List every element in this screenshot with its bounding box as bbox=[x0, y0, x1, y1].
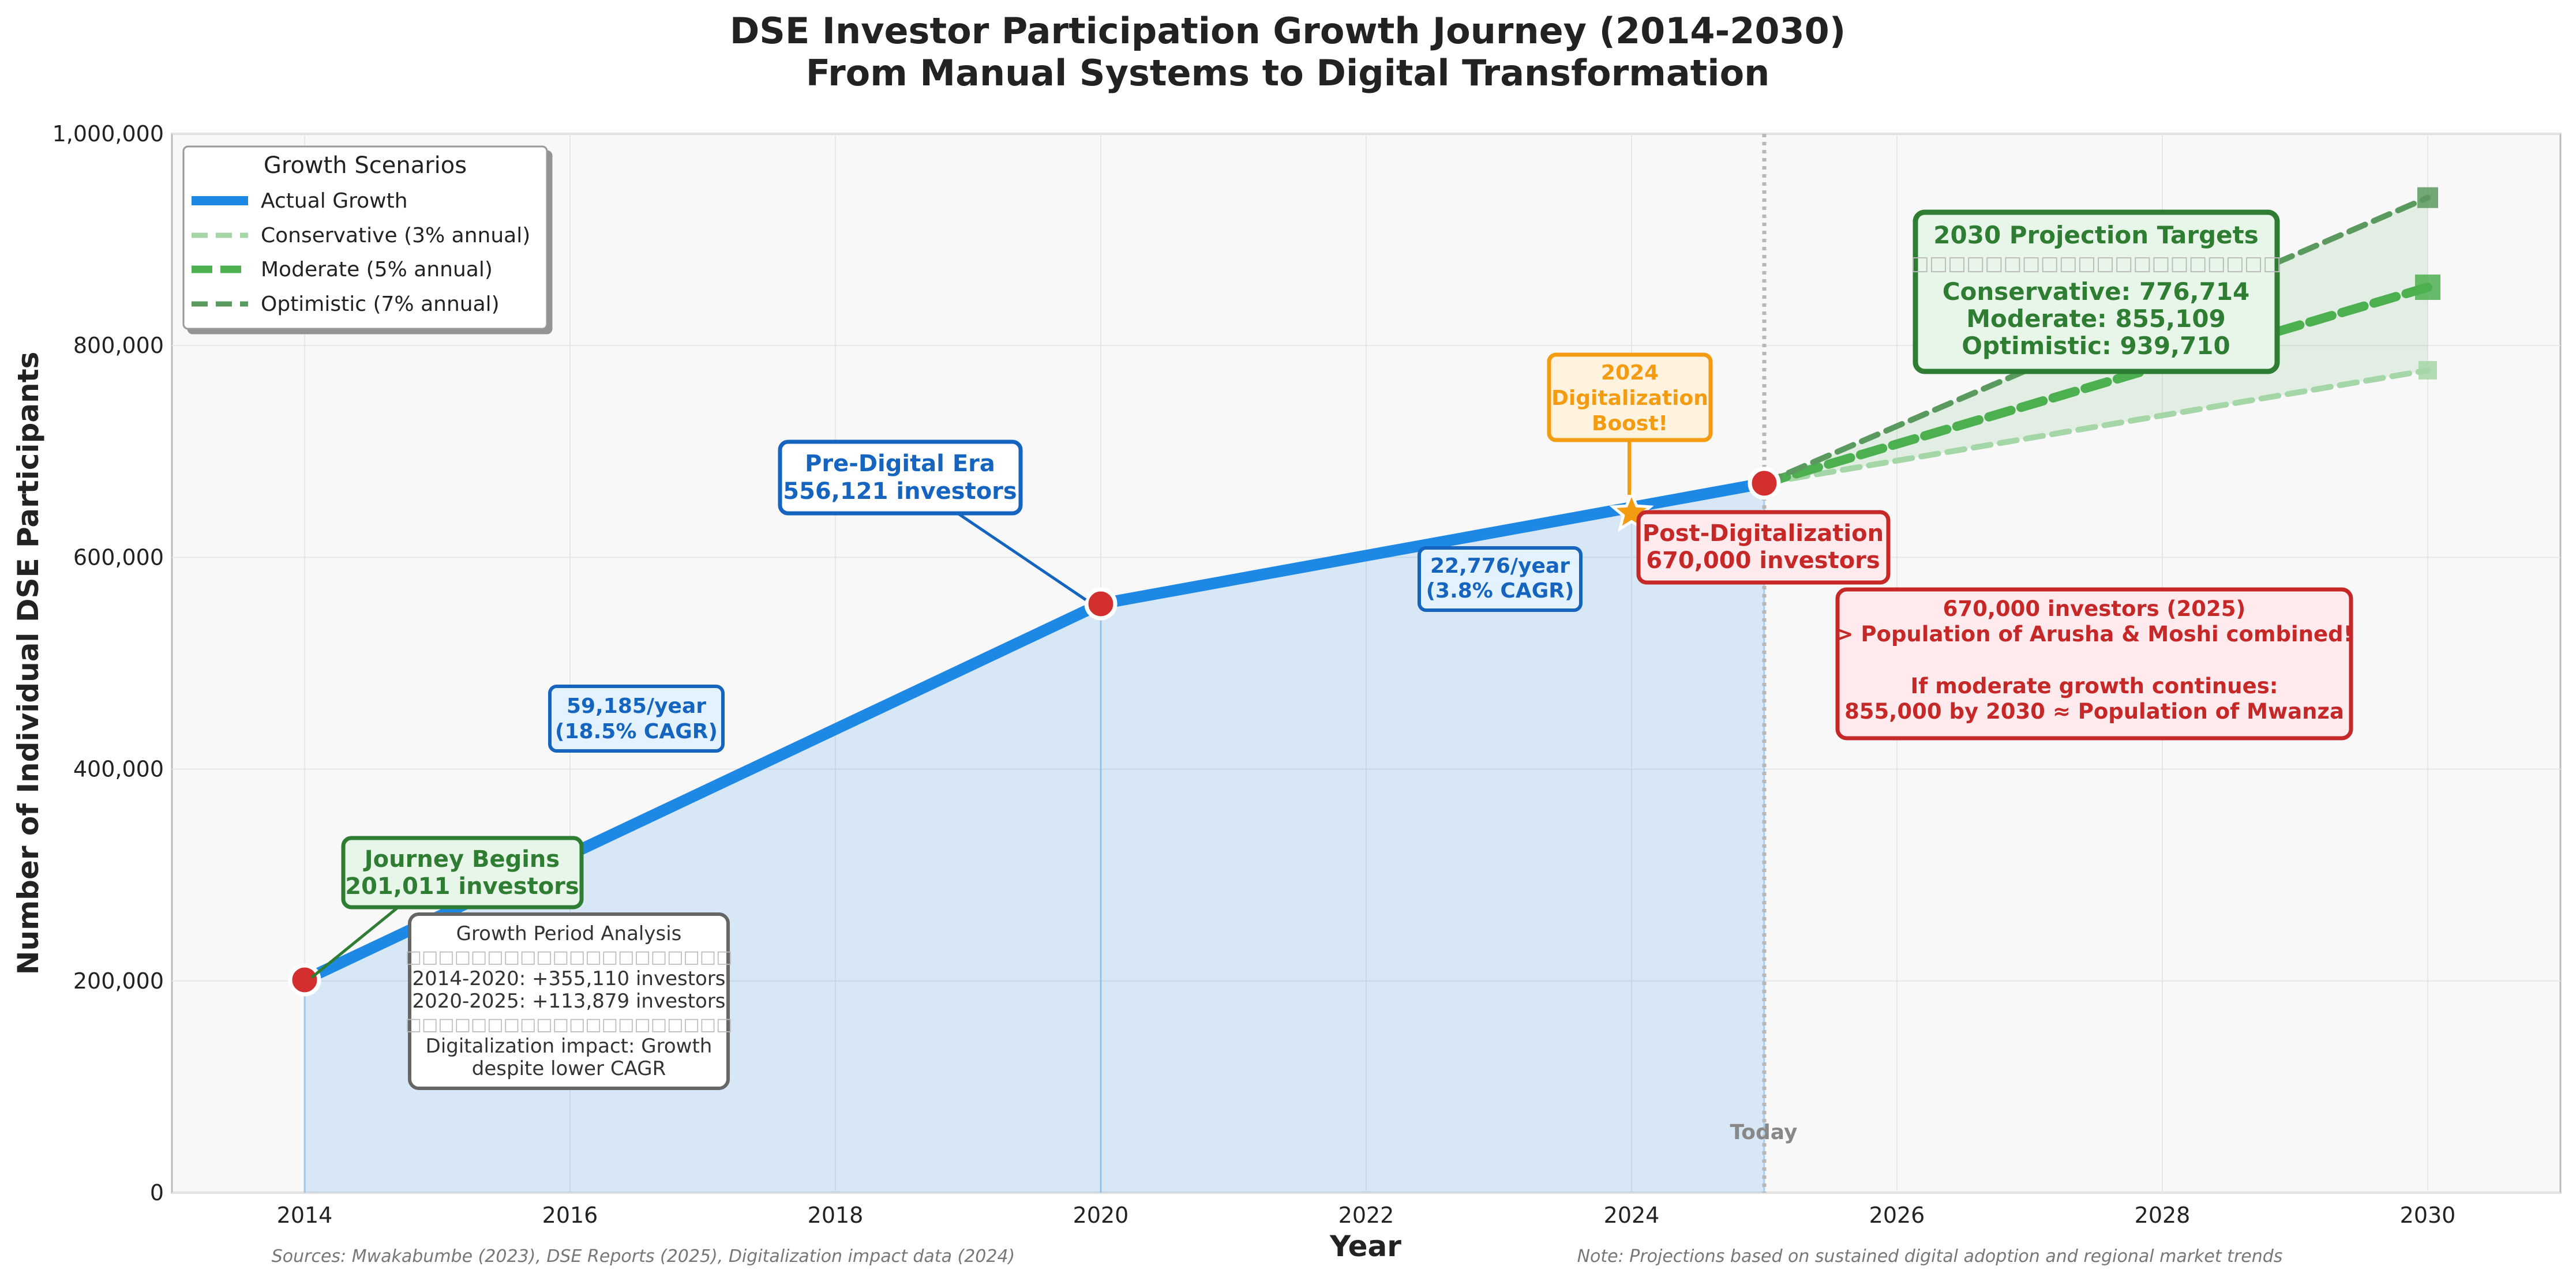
x-tick-label: 2022 bbox=[1338, 1203, 1394, 1228]
annotation-rate2-box bbox=[1418, 546, 1583, 612]
annotation-predigital-box bbox=[778, 439, 1023, 516]
annotation-period-tail1: Digitalization impact: Growth bbox=[426, 1035, 713, 1058]
footnote-projection-note: Note: Projections based on sustained dig… bbox=[1577, 1246, 2283, 1267]
annotation-period-title: Growth Period Analysis bbox=[456, 922, 682, 945]
annotation-rate-2: 22,776/year (3.8% CAGR) bbox=[1418, 546, 1583, 612]
annotation-comparison-line4: If moderate growth continues: bbox=[1910, 674, 2278, 698]
annotation-rate1-line2: (18.5% CAGR) bbox=[555, 720, 718, 743]
annotation-boost-line2: Digitalization bbox=[1551, 386, 1708, 410]
annotation-post-line2: 670,000 investors bbox=[1646, 547, 1880, 574]
milestone-marker bbox=[1748, 467, 1781, 500]
y-tick-label: 800,000 bbox=[73, 333, 164, 358]
annotation-rate1-line1: 59,185/year bbox=[567, 694, 706, 718]
digitalization-star-marker bbox=[1609, 489, 1654, 532]
y-axis-label: Number of Individual DSE Participants bbox=[12, 352, 45, 975]
annotation-comparison-line2: > Population of Arusha & Moshi combined! bbox=[1836, 622, 2353, 647]
annotation-post-line1: Post-Digitalization bbox=[1643, 520, 1884, 547]
projection-end-marker bbox=[2417, 187, 2438, 208]
annotation-period-analysis: Growth Period Analysis □□□□□□□□□□□□□□□□□… bbox=[406, 912, 733, 1090]
x-tick-label: 2026 bbox=[1869, 1203, 1925, 1228]
annotation-boost-box bbox=[1547, 352, 1713, 442]
legend-label-optimistic: Optimistic (7% annual) bbox=[261, 292, 500, 316]
annotation-comparison: 670,000 investors (2025) > Population of… bbox=[1835, 587, 2353, 741]
annotation-projection-box bbox=[1913, 209, 2280, 374]
annotation-comparison-line5: 855,000 by 2030 ≈ Population of Mwanza bbox=[1844, 699, 2344, 724]
annotation-projection-conservative: Conservative: 776,714 bbox=[1943, 277, 2250, 306]
annotation-predigital: Pre-Digital Era 556,121 investors bbox=[778, 439, 1023, 516]
x-tick-label: 2018 bbox=[808, 1203, 864, 1228]
y-tick-label: 0 bbox=[150, 1180, 164, 1205]
projection-end-marker bbox=[2415, 275, 2440, 300]
y-tick-label: 1,000,000 bbox=[53, 121, 164, 146]
legend-label-moderate: Moderate (5% annual) bbox=[261, 258, 493, 281]
connector-journey bbox=[310, 901, 405, 979]
legend: Growth Scenarios Actual Growth Conservat… bbox=[182, 145, 548, 330]
annotation-journey-box bbox=[341, 836, 584, 910]
annotation-period-line2: 2020-2025: +113,879 investors bbox=[412, 990, 725, 1013]
conservative-projection-line bbox=[1761, 367, 2431, 486]
annotation-post-box bbox=[1636, 510, 1891, 585]
y-tick-label: 400,000 bbox=[73, 757, 164, 782]
legend-label-conservative: Conservative (3% annual) bbox=[261, 224, 530, 247]
annotation-boost-line3: Boost! bbox=[1592, 412, 1668, 435]
annotation-rate2-line2: (3.8% CAGR) bbox=[1426, 579, 1574, 603]
annotation-projection-targets: 2030 Projection Targets □□□□□□□□□□□□□□□□… bbox=[1911, 209, 2281, 374]
annotation-rate2-line1: 22,776/year bbox=[1430, 554, 1570, 578]
moderate-projection-line bbox=[1760, 283, 2432, 488]
annotation-boost-line1: 2024 bbox=[1601, 361, 1659, 385]
x-tick-label: 2024 bbox=[1604, 1203, 1660, 1228]
annotation-period-divider2: □□□□□□□□□□□□□□□□□□□□ bbox=[406, 1015, 733, 1035]
milestone-marker bbox=[288, 963, 321, 997]
markers bbox=[288, 187, 2440, 997]
legend-label-actual: Actual Growth bbox=[261, 189, 408, 213]
annotation-post-digital: Post-Digitalization 670,000 investors bbox=[1636, 510, 1891, 585]
x-tick-label: 2014 bbox=[277, 1203, 333, 1228]
today-label: Today bbox=[1730, 1121, 1798, 1144]
annotation-comparison-line1: 670,000 investors (2025) bbox=[1943, 596, 2246, 621]
annotation-journey-line1: Journey Begins bbox=[363, 846, 560, 873]
chart-subtitle: From Manual Systems to Digital Transform… bbox=[806, 52, 1770, 94]
legend-box bbox=[182, 145, 548, 330]
milestone-marker bbox=[1084, 587, 1118, 621]
x-tick-label: 2020 bbox=[1073, 1203, 1129, 1228]
y-tick-label: 600,000 bbox=[73, 544, 164, 570]
annotation-journey-begins: Journey Begins 201,011 investors bbox=[341, 836, 584, 910]
annotation-comparison-box bbox=[1835, 587, 2353, 741]
annotation-predigital-line1: Pre-Digital Era bbox=[805, 450, 995, 477]
annotation-rate1-box bbox=[548, 685, 725, 753]
legend-title: Growth Scenarios bbox=[264, 152, 467, 179]
y-tick-label: 200,000 bbox=[73, 968, 164, 994]
axis-ticks: 0 200,000 400,000 600,000 800,000 1,000,000 20… bbox=[53, 121, 2456, 1228]
annotation-period-line1: 2014-2020: +355,110 investors bbox=[412, 967, 725, 990]
x-tick-label: 2030 bbox=[2400, 1203, 2456, 1228]
x-tick-label: 2016 bbox=[542, 1203, 598, 1228]
annotation-projection-moderate: Moderate: 855,109 bbox=[1966, 305, 2226, 333]
annotation-predigital-line2: 556,121 investors bbox=[783, 478, 1017, 505]
annotation-rate-1: 59,185/year (18.5% CAGR) bbox=[548, 685, 725, 753]
footnote-sources: Sources: Mwakabumbe (2023), DSE Reports … bbox=[272, 1246, 1015, 1267]
annotation-period-box bbox=[408, 912, 730, 1090]
annotation-period-tail2: despite lower CAGR bbox=[472, 1057, 666, 1080]
annotation-digital-boost: 2024 Digitalization Boost! bbox=[1547, 352, 1713, 442]
chart-title: DSE Investor Participation Growth Journe… bbox=[730, 10, 1846, 52]
annotation-projection-title: 2030 Projection Targets bbox=[1933, 221, 2258, 249]
connector-predigital bbox=[957, 512, 1087, 602]
annotation-period-divider: □□□□□□□□□□□□□□□□□□□□ bbox=[406, 947, 733, 967]
annotation-projection-optimistic: Optimistic: 939,710 bbox=[1962, 332, 2230, 360]
annotation-projection-divider: □□□□□□□□□□□□□□□□□□□□ bbox=[1911, 252, 2281, 275]
annotation-journey-line2: 201,011 investors bbox=[345, 873, 579, 900]
x-tick-label: 2028 bbox=[2135, 1203, 2191, 1228]
projection-end-marker bbox=[2418, 360, 2437, 380]
x-axis-label: Year bbox=[1329, 1230, 1401, 1263]
